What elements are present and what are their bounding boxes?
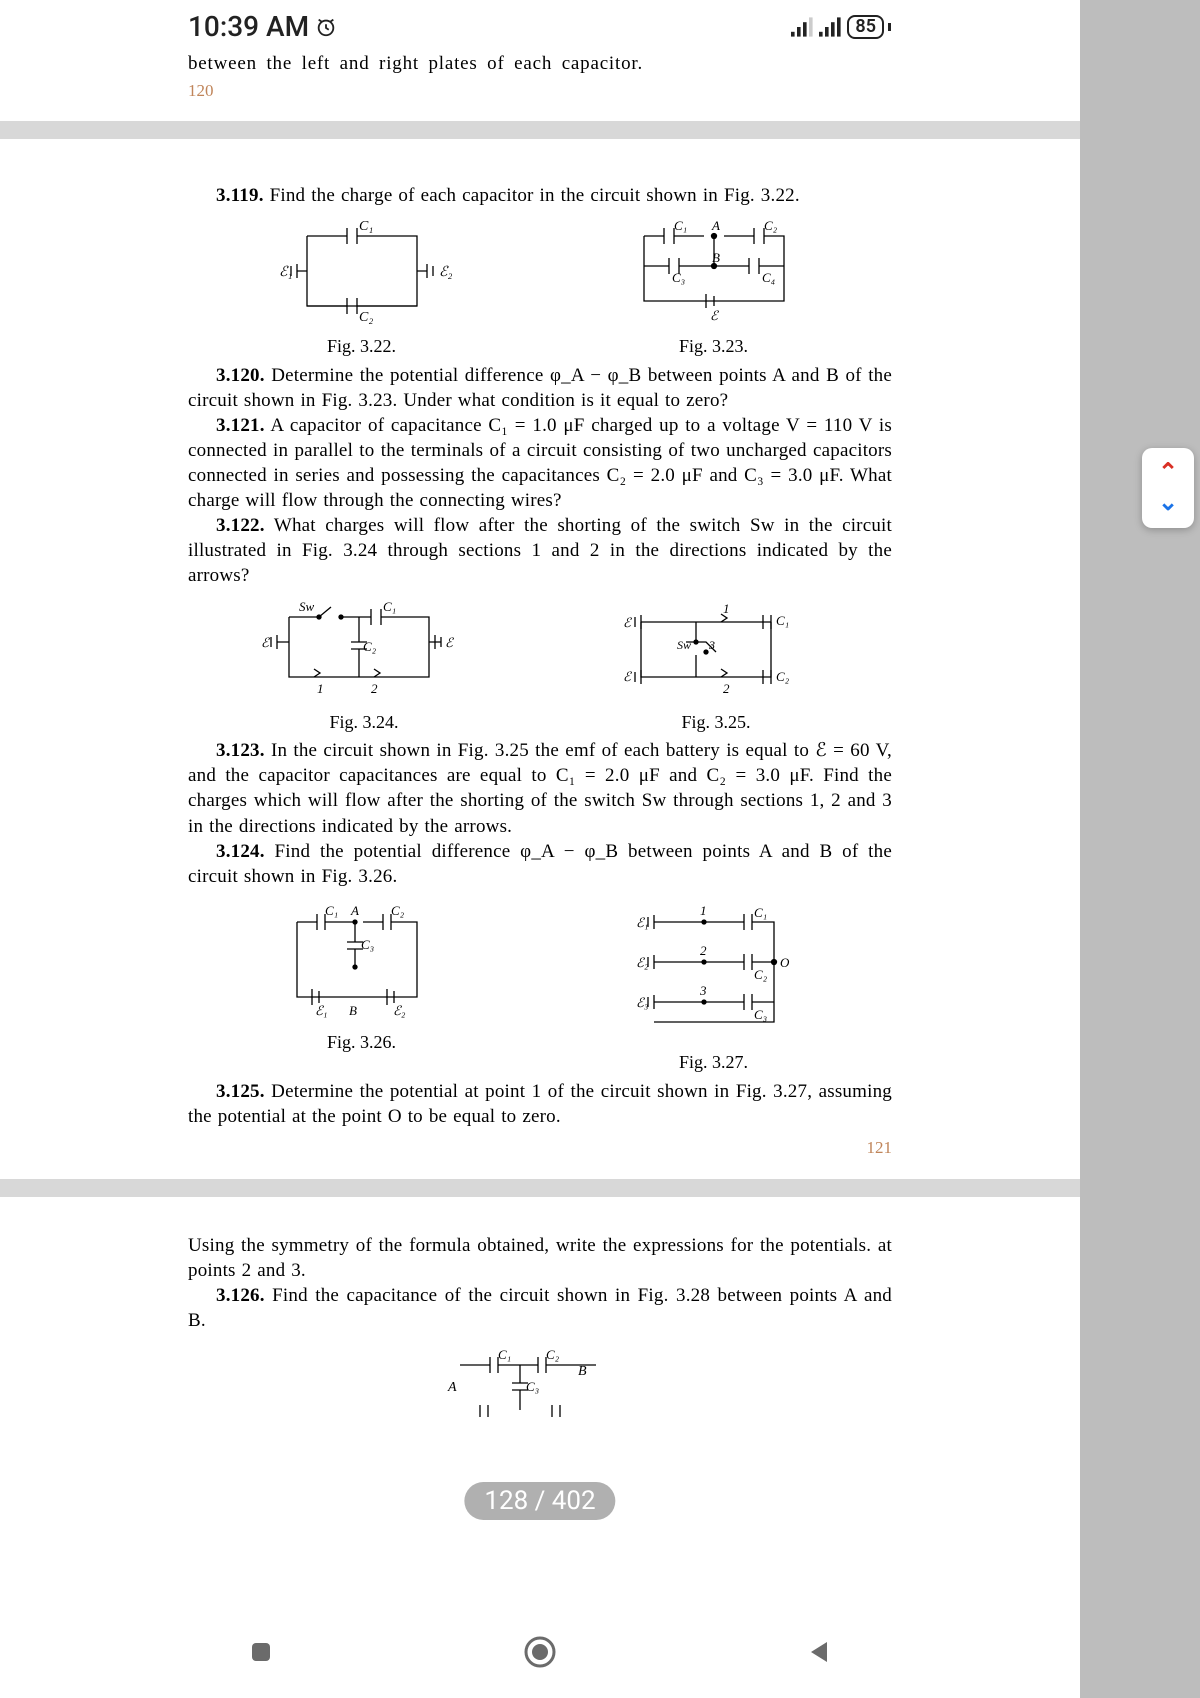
page-top-text: between the left and right plates of eac…: [188, 53, 892, 75]
svg-text:C₂: C₂: [546, 1347, 560, 1362]
problem-3124: 3.124. Find the potential difference φ_A…: [188, 839, 892, 889]
svg-text:1: 1: [700, 903, 707, 918]
label-c2: C₂: [359, 310, 373, 325]
svg-text:3: 3: [708, 638, 715, 652]
svg-text:Sw: Sw: [677, 638, 691, 652]
nav-back-button[interactable]: [801, 1634, 837, 1670]
label-e2: ℰ₂: [439, 265, 452, 280]
caption-fig322: Fig. 3.22.: [267, 335, 457, 359]
svg-text:C₁: C₁: [754, 905, 767, 920]
status-bar: 10:39 AM 85: [188, 0, 892, 47]
document-page: 10:39 AM 85 between the left and right p…: [0, 0, 1080, 1698]
battery-level: 85: [847, 15, 884, 39]
svg-text:ℰ: ℰ: [623, 669, 632, 684]
problem-3125: 3.125. Determine the potential at point …: [188, 1079, 892, 1129]
page-number-top: 120: [188, 81, 892, 101]
svg-text:2: 2: [700, 943, 707, 958]
label-e1: ℰ₁: [279, 265, 292, 280]
svg-text:B: B: [578, 1364, 587, 1379]
svg-text:ℰ₁: ℰ₁: [315, 1003, 327, 1018]
caption-fig323: Fig. 3.23.: [614, 335, 814, 359]
problem-3119: 3.119. Find the charge of each capacitor…: [188, 183, 892, 208]
signal-icon-1: [791, 17, 815, 37]
svg-text:C₂: C₂: [776, 669, 790, 684]
svg-text:3: 3: [699, 983, 707, 998]
svg-text:C₂: C₂: [754, 967, 768, 982]
svg-text:A: A: [350, 903, 359, 918]
figure-3-26: C₁ A C₂ C₃ ℰ₁ B ℰ₂ Fig. 3.26.: [267, 897, 457, 1075]
chevron-up-icon[interactable]: ⌃: [1158, 461, 1178, 485]
label-c1: C₁: [359, 219, 373, 234]
svg-text:C₃: C₃: [361, 937, 374, 952]
caption-fig325: Fig. 3.25.: [611, 711, 821, 735]
battery-tip-icon: [888, 22, 892, 32]
alarm-icon: [315, 16, 337, 38]
figure-3-25: ℰ ℰ C₁ C₂ Sw 3 1 2 Fig. 3.25.: [611, 597, 821, 735]
svg-text:C₁: C₁: [325, 903, 338, 918]
search-nav-floater: ⌃ ⌄: [1142, 448, 1194, 528]
caption-fig324: Fig. 3.24.: [259, 711, 469, 735]
problem-3120: 3.120. Determine the potential differenc…: [188, 363, 892, 413]
problem-3123: 3.123. In the circuit shown in Fig. 3.25…: [188, 738, 892, 838]
page-number-bottom: 121: [188, 1137, 892, 1159]
svg-text:B: B: [349, 1003, 357, 1018]
svg-text:C₁: C₁: [674, 218, 687, 233]
nav-recent-button[interactable]: [243, 1634, 279, 1670]
svg-text:ℰ₂: ℰ₂: [636, 955, 649, 970]
figure-3-23: C₁ A C₂ B C₃ C₄ ℰ Fig. 3.23.: [614, 216, 814, 359]
svg-text:ℰ: ℰ: [623, 615, 632, 630]
svg-text:ℰ: ℰ: [261, 635, 270, 650]
page-gap: [0, 121, 1080, 139]
nav-home-button[interactable]: [522, 1634, 558, 1670]
svg-text:C₁: C₁: [776, 613, 789, 628]
signal-icon-2: [819, 17, 843, 37]
svg-text:C₂: C₂: [391, 903, 405, 918]
chevron-down-icon[interactable]: ⌄: [1158, 491, 1178, 515]
svg-text:1: 1: [317, 681, 324, 696]
svg-text:C₃: C₃: [526, 1379, 539, 1394]
problem-3126: 3.126. Find the capacitance of the circu…: [188, 1283, 892, 1333]
svg-text:1: 1: [723, 601, 730, 616]
problem-3121: 3.121. A capacitor of capacitance C₁ = 1…: [188, 413, 892, 513]
svg-text:C₂: C₂: [764, 218, 778, 233]
figure-3-28: A B C₁ C₂ C₃: [430, 1345, 650, 1425]
svg-text:2: 2: [723, 681, 730, 696]
page-gap-2: [0, 1179, 1080, 1197]
page-indicator[interactable]: 128 / 402: [464, 1482, 615, 1520]
figure-3-22: C₁ C₂ ℰ₁ ℰ₂ Fig. 3.22.: [267, 216, 457, 359]
svg-text:A: A: [711, 218, 720, 233]
svg-text:ℰ₂: ℰ₂: [393, 1003, 406, 1018]
figure-3-27: ℰ₁ ℰ₂ ℰ₃ C₁ C₂ C₃ 1 2 3 O Fig. 3.27.: [614, 897, 814, 1075]
svg-text:Sw: Sw: [299, 599, 315, 614]
svg-text:C₄: C₄: [762, 270, 776, 285]
svg-text:C₁: C₁: [383, 599, 396, 614]
svg-text:C₃: C₃: [672, 270, 685, 285]
scrollbar-track: [1080, 0, 1200, 1698]
svg-text:O: O: [780, 955, 790, 970]
clock-time: 10:39 AM: [188, 10, 309, 43]
svg-text:ℰ₃: ℰ₃: [636, 995, 648, 1010]
problem-3122: 3.122. What charges will flow after the …: [188, 513, 892, 588]
svg-text:C₃: C₃: [754, 1007, 767, 1022]
figure-3-24: Sw C₁ C₂ ℰ ℰ 1 2 Fig. 3.24.: [259, 597, 469, 735]
svg-text:ℰ₁: ℰ₁: [636, 915, 648, 930]
svg-text:C₁: C₁: [498, 1347, 511, 1362]
svg-text:ℰ: ℰ: [445, 635, 454, 650]
svg-text:C₂: C₂: [363, 639, 377, 654]
svg-text:A: A: [447, 1380, 457, 1395]
caption-fig326: Fig. 3.26.: [267, 1031, 457, 1055]
continuation-text: Using the symmetry of the formula obtain…: [188, 1233, 892, 1283]
caption-fig327: Fig. 3.27.: [614, 1051, 814, 1075]
svg-text:2: 2: [371, 681, 378, 696]
svg-text:B: B: [712, 250, 720, 265]
android-navigation-bar: [0, 1634, 1080, 1670]
svg-text:ℰ: ℰ: [710, 308, 719, 323]
